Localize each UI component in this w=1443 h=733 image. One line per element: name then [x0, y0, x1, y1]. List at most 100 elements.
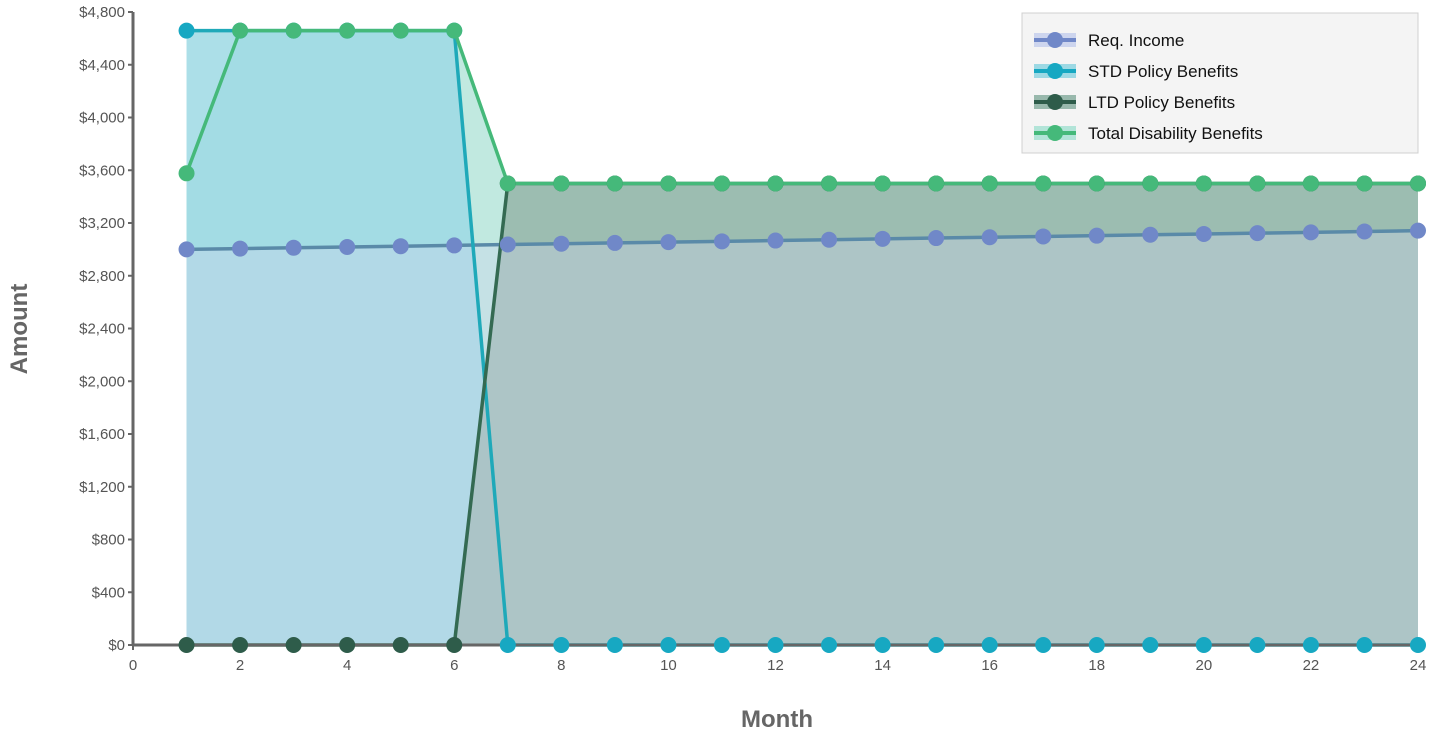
point-total-disability-benefits[interactable] [392, 22, 409, 39]
point-ltd-policy-benefits[interactable] [446, 637, 463, 653]
point-std-policy-benefits[interactable] [821, 637, 838, 653]
point-req-income[interactable] [232, 240, 249, 257]
point-total-disability-benefits[interactable] [339, 22, 356, 39]
point-total-disability-benefits[interactable] [928, 175, 945, 192]
point-req-income[interactable] [981, 229, 998, 246]
point-req-income[interactable] [606, 234, 623, 251]
area-std-policy-benefits [186, 30, 1419, 646]
point-ltd-policy-benefits[interactable] [285, 637, 302, 653]
point-req-income[interactable] [874, 230, 891, 247]
point-total-disability-benefits[interactable] [1356, 175, 1373, 192]
point-total-disability-benefits[interactable] [499, 175, 516, 192]
y-tick-label: $4,800 [79, 4, 125, 21]
point-total-disability-benefits[interactable] [178, 165, 195, 182]
x-tick-label: 18 [1088, 657, 1105, 674]
data-points [178, 22, 1426, 653]
point-total-disability-benefits[interactable] [1035, 175, 1052, 192]
legend-swatch-marker [1047, 32, 1063, 48]
point-std-policy-benefits[interactable] [553, 637, 570, 653]
point-std-policy-benefits[interactable] [499, 637, 516, 653]
point-std-policy-benefits[interactable] [713, 637, 730, 653]
point-std-policy-benefits[interactable] [1356, 637, 1373, 653]
point-total-disability-benefits[interactable] [981, 175, 998, 192]
point-total-disability-benefits[interactable] [713, 175, 730, 192]
point-req-income[interactable] [499, 236, 516, 253]
point-req-income[interactable] [713, 233, 730, 250]
line-total-disability-benefits [184, 28, 1418, 186]
point-total-disability-benefits[interactable] [553, 175, 570, 192]
point-std-policy-benefits[interactable] [981, 637, 998, 653]
point-std-policy-benefits[interactable] [1410, 637, 1426, 653]
point-req-income[interactable] [1035, 228, 1052, 245]
area-req-income [186, 230, 1419, 645]
point-std-policy-benefits[interactable] [606, 637, 623, 653]
legend-label: LTD Policy Benefits [1088, 93, 1235, 112]
point-ltd-policy-benefits[interactable] [232, 637, 249, 653]
point-req-income[interactable] [767, 232, 784, 249]
y-axis-title: Amount [6, 284, 33, 375]
point-req-income[interactable] [285, 239, 302, 256]
y-tick-label: $4,000 [79, 110, 125, 127]
point-req-income[interactable] [1410, 222, 1426, 239]
point-req-income[interactable] [821, 231, 838, 248]
point-total-disability-benefits[interactable] [660, 175, 677, 192]
legend-label: Req. Income [1088, 31, 1184, 50]
point-total-disability-benefits[interactable] [821, 175, 838, 192]
point-req-income[interactable] [1088, 227, 1105, 244]
point-total-disability-benefits[interactable] [285, 22, 302, 39]
point-total-disability-benefits[interactable] [1142, 175, 1159, 192]
point-total-disability-benefits[interactable] [1302, 175, 1319, 192]
legend: Req. Income STD Policy Benefits LTD Poli… [1021, 12, 1419, 154]
point-req-income[interactable] [1249, 225, 1266, 242]
point-total-disability-benefits[interactable] [232, 22, 249, 39]
x-tick-label: 10 [660, 657, 677, 674]
point-total-disability-benefits[interactable] [606, 175, 623, 192]
legend-item-ltd-policy-benefits[interactable]: LTD Policy Benefits [1034, 93, 1235, 112]
point-ltd-policy-benefits[interactable] [392, 637, 409, 653]
point-std-policy-benefits[interactable] [1035, 637, 1052, 653]
legend-item-total-disability-benefits[interactable]: Total Disability Benefits [1034, 124, 1263, 143]
point-req-income[interactable] [178, 241, 195, 258]
x-tick-label: 20 [1195, 657, 1212, 674]
point-req-income[interactable] [446, 237, 463, 254]
legend-box [1021, 12, 1419, 154]
point-req-income[interactable] [553, 235, 570, 252]
point-ltd-policy-benefits[interactable] [178, 637, 195, 653]
point-total-disability-benefits[interactable] [1249, 175, 1266, 192]
point-std-policy-benefits[interactable] [928, 637, 945, 653]
point-req-income[interactable] [660, 234, 677, 251]
point-req-income[interactable] [1142, 226, 1159, 243]
x-axis-title: Month [741, 706, 813, 733]
point-total-disability-benefits[interactable] [1195, 175, 1212, 192]
point-std-policy-benefits[interactable] [1142, 637, 1159, 653]
y-tick-label: $4,400 [79, 57, 125, 74]
x-tick-label: 24 [1410, 657, 1427, 674]
point-std-policy-benefits[interactable] [767, 637, 784, 653]
point-req-income[interactable] [392, 238, 409, 255]
point-total-disability-benefits[interactable] [1088, 175, 1105, 192]
point-total-disability-benefits[interactable] [446, 22, 463, 39]
legend-label: Total Disability Benefits [1088, 124, 1263, 143]
point-req-income[interactable] [928, 230, 945, 247]
point-req-income[interactable] [1356, 223, 1373, 240]
x-tick-label: 12 [767, 657, 784, 674]
point-total-disability-benefits[interactable] [874, 175, 891, 192]
x-tick-label: 14 [874, 657, 891, 674]
point-total-disability-benefits[interactable] [1410, 175, 1426, 192]
point-req-income[interactable] [1195, 225, 1212, 242]
point-std-policy-benefits[interactable] [1302, 637, 1319, 653]
legend-item-std-policy-benefits[interactable]: STD Policy Benefits [1034, 62, 1238, 81]
point-req-income[interactable] [1302, 224, 1319, 241]
point-req-income[interactable] [339, 239, 356, 256]
point-std-policy-benefits[interactable] [874, 637, 891, 653]
legend-swatch-marker [1047, 94, 1063, 110]
point-std-policy-benefits[interactable] [178, 22, 195, 39]
point-std-policy-benefits[interactable] [660, 637, 677, 653]
point-std-policy-benefits[interactable] [1249, 637, 1266, 653]
point-std-policy-benefits[interactable] [1088, 637, 1105, 653]
point-std-policy-benefits[interactable] [1195, 637, 1212, 653]
x-tick-label: 16 [981, 657, 998, 674]
point-ltd-policy-benefits[interactable] [339, 637, 356, 653]
legend-item-req-income[interactable]: Req. Income [1034, 31, 1184, 50]
point-total-disability-benefits[interactable] [767, 175, 784, 192]
